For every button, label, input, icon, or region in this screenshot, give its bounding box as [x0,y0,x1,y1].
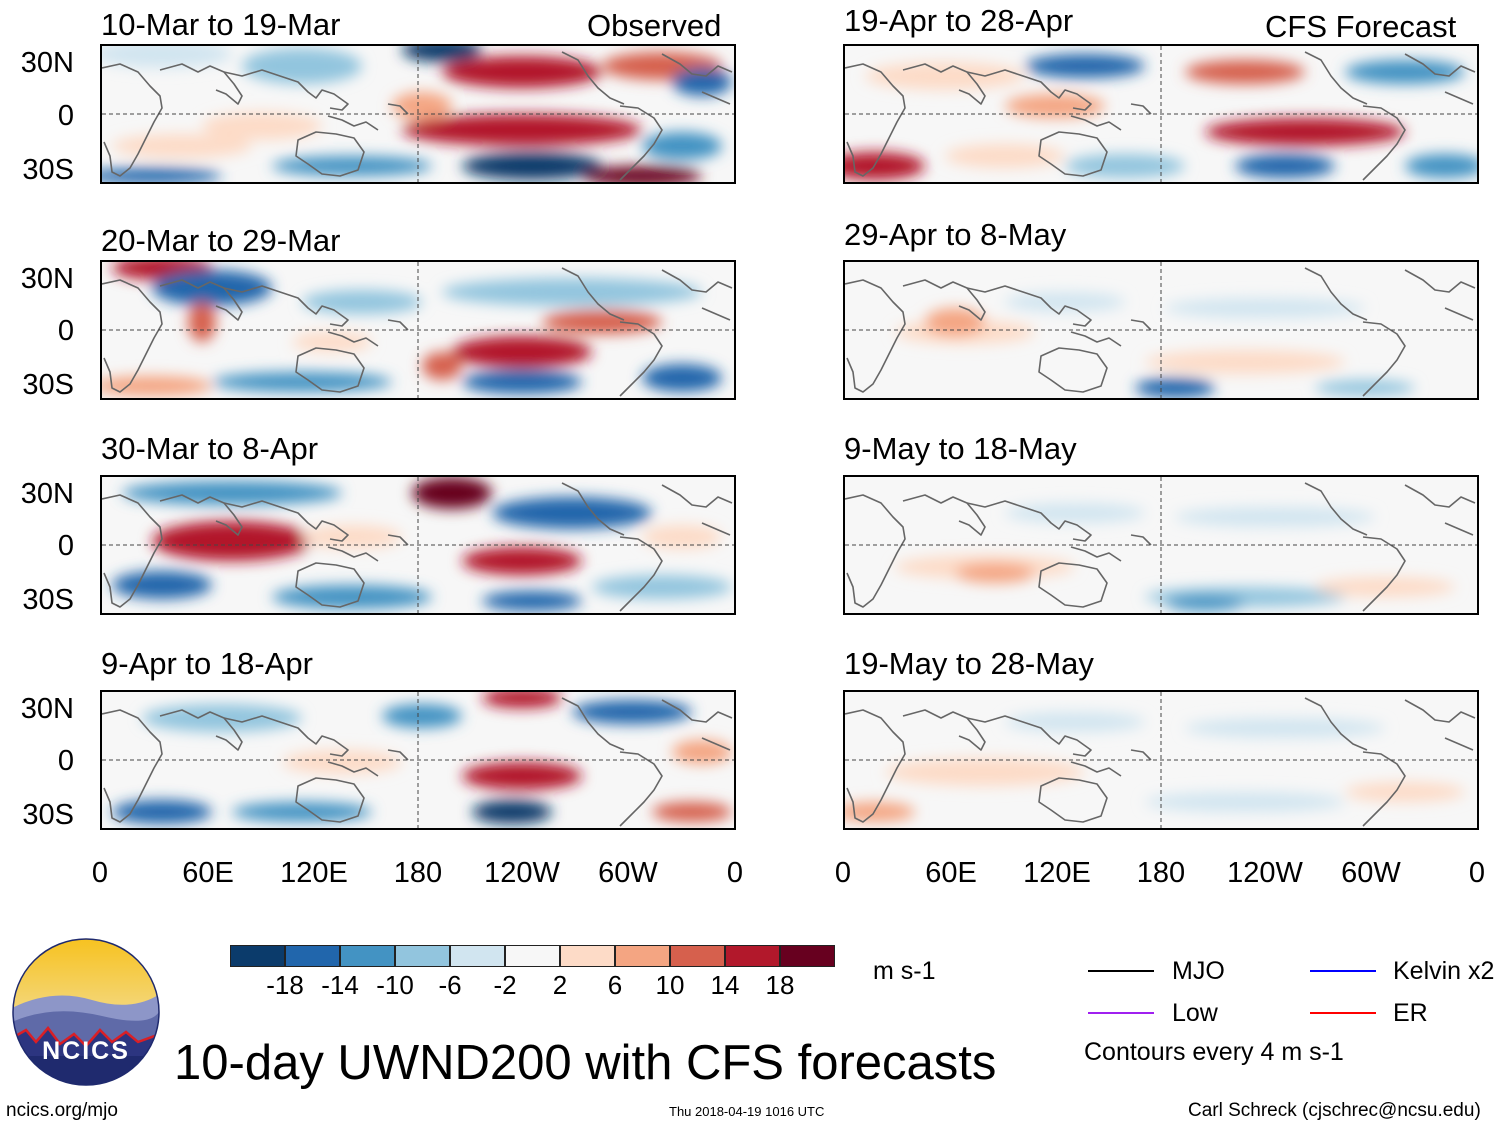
lon-label-0: 0 [91,857,109,889]
map-panel-obs-3 [100,475,736,615]
panel-title-fc-3: 9-May to 18-May [844,431,1077,466]
lat-label-eq: 0 [57,315,74,347]
panel-title-obs-1: 10-Mar to 19-Mar [101,7,341,42]
colorbar-bin [230,945,285,967]
map-field [102,262,734,398]
colorbar-tick: -18 [266,970,304,1000]
logo-text: NCICS [42,1037,130,1065]
legend-label-low: Low [1172,999,1218,1027]
map-field [845,692,1477,828]
lat-label-30n: 30N [20,47,74,79]
legend-line-er [1310,1012,1376,1014]
lon-label-60w: 60W [1341,857,1401,889]
colorbar-bin [505,945,560,967]
footer-url[interactable]: ncics.org/mjo [6,1100,118,1121]
lon-label-0-end: 0 [1468,857,1486,889]
lon-label-120w: 120W [1227,857,1303,889]
colorbar-tick: 18 [765,970,795,1000]
map-field [102,477,734,613]
colorbar-bin [670,945,725,967]
colorbar-tick: -10 [376,970,414,1000]
panel-title-fc-2: 29-Apr to 8-May [844,217,1067,252]
panel-title-obs-2: 20-Mar to 29-Mar [101,223,341,258]
map-field [845,262,1477,398]
colorbar-bin [560,945,615,967]
legend-label-mjo: MJO [1172,957,1225,985]
colorbar-tick: 6 [607,970,623,1000]
lon-label-60e: 60E [925,857,977,889]
panel-title-obs-4: 9-Apr to 18-Apr [101,646,313,681]
colorbar-bin [340,945,395,967]
observed-label: Observed [587,8,722,43]
lon-label-120e: 120E [280,857,348,889]
lat-label-30s: 30S [22,369,74,401]
colorbar-bin [395,945,450,967]
legend-line-mjo [1088,970,1154,972]
map-panel-fc-3 [843,475,1479,615]
forecast-label: CFS Forecast [1265,9,1457,44]
colorbar-tick: -6 [438,970,462,1000]
lon-label-120e: 120E [1023,857,1091,889]
map-field [102,692,734,828]
lat-label-eq: 0 [57,530,74,562]
lon-label-0: 0 [834,857,852,889]
colorbar-bin [780,945,835,967]
map-field [845,477,1477,613]
lat-label-30n: 30N [20,693,74,725]
map-panel-fc-4 [843,690,1479,830]
map-panel-obs-1 [100,44,736,184]
lat-label-30s: 30S [22,799,74,831]
legend-line-low [1088,1012,1154,1014]
lat-label-30s: 30S [22,584,74,616]
ncics-logo-graphic [12,938,160,1086]
map-field [845,46,1477,182]
ncics-logo: NCICS [12,938,160,1086]
lat-label-30s: 30S [22,154,74,186]
map-panel-fc-2 [843,260,1479,400]
footer-timestamp: Thu 2018-04-19 1016 UTC [669,1104,825,1119]
legend-label-kelvin: Kelvin x2 [1393,957,1495,985]
panel-title-obs-3: 30-Mar to 8-Apr [101,431,319,466]
colorbar-tick: -14 [321,970,359,1000]
footer-credit: Carl Schreck (cjschrec@ncsu.edu) [1188,1100,1481,1121]
legend-label-er: ER [1393,999,1428,1027]
lat-label-eq: 0 [57,100,74,132]
colorbar-bin [615,945,670,967]
colorbar-bin [450,945,505,967]
panel-title-fc-4: 19-May to 28-May [844,646,1094,681]
lon-label-60w: 60W [598,857,658,889]
lon-label-60e: 60E [182,857,234,889]
colorbar-tick: -2 [493,970,517,1000]
colorbar-bin [725,945,780,967]
map-panel-fc-1 [843,44,1479,184]
colorbar-tick: 2 [552,970,568,1000]
colorbar-tick: 10 [655,970,685,1000]
lon-label-180: 180 [1136,857,1186,889]
panel-title-fc-1: 19-Apr to 28-Apr [844,3,1074,38]
map-panel-obs-4 [100,690,736,830]
map-panel-obs-2 [100,260,736,400]
lon-label-180: 180 [393,857,443,889]
map-field [102,46,734,182]
lon-label-120w: 120W [484,857,560,889]
colorbar-units: m s-1 [873,957,936,985]
lon-label-0-end: 0 [726,857,744,889]
colorbar-tick: 14 [710,970,740,1000]
lat-label-30n: 30N [20,478,74,510]
lat-label-eq: 0 [57,745,74,777]
lat-label-30n: 30N [20,263,74,295]
contours-note: Contours every 4 m s-1 [1084,1038,1344,1066]
colorbar-bin [285,945,340,967]
main-title: 10-day UWND200 with CFS forecasts [174,1036,997,1090]
legend-line-kelvin [1310,970,1376,972]
